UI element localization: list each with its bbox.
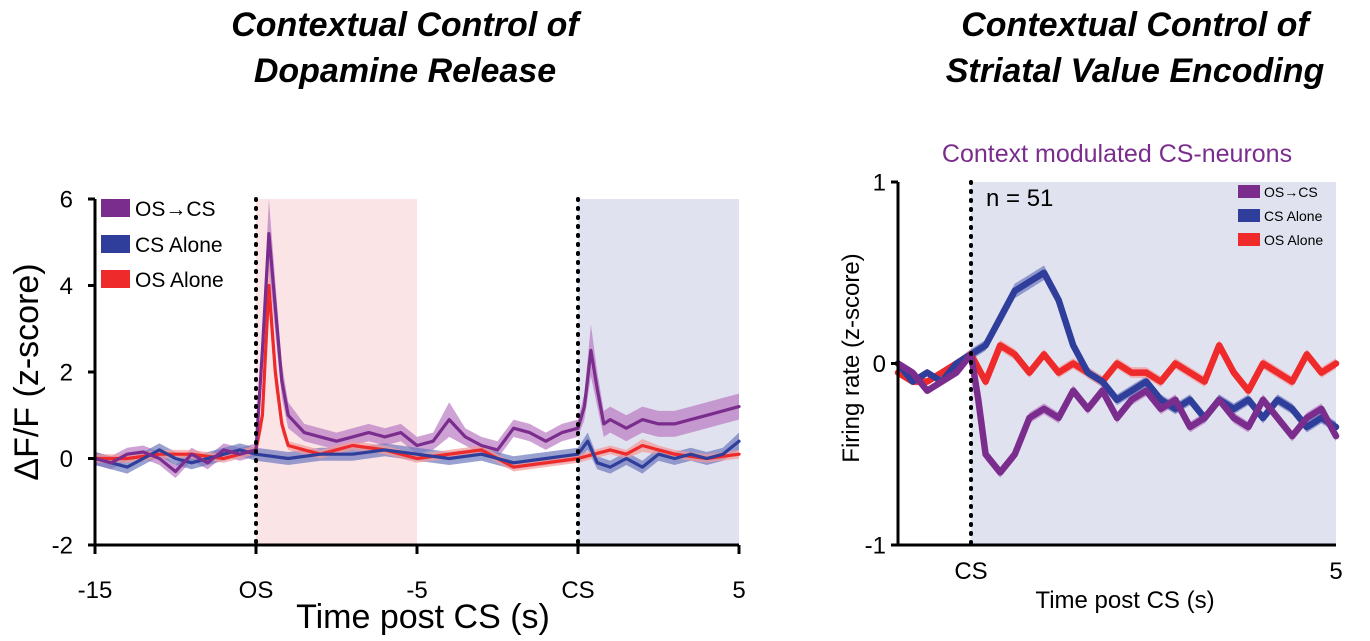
- left-y-ticks: 6 4 2 0 -2: [52, 186, 95, 559]
- right-chart: Contextual Control of Striatal Value Enc…: [838, 6, 1343, 614]
- left-y-tick-label: 6: [60, 186, 73, 213]
- right-legend-swatch-os-cs: [1238, 185, 1260, 198]
- right-line-os-cs: [894, 351, 1340, 476]
- left-shaded-region-1: [578, 199, 739, 545]
- left-x-tick-label: OS: [239, 577, 274, 604]
- right-title-line1: Contextual Control of: [961, 6, 1312, 44]
- right-shaded-region-0: [971, 182, 1336, 545]
- left-x-tick-label: 5: [732, 577, 745, 604]
- left-x-ticks: -15 OS -5 CS 5: [78, 545, 746, 604]
- right-x-tick-label: 5: [1329, 558, 1342, 585]
- left-y-axis-label: ΔF/F (z-score): [8, 263, 46, 480]
- left-y-tick-label: 2: [60, 359, 73, 386]
- left-x-tick-label: CS: [561, 577, 594, 604]
- left-series-lines: [93, 232, 741, 474]
- left-x-tick-label: -5: [406, 577, 427, 604]
- right-subtitle: Context modulated CS-neurons: [942, 140, 1292, 168]
- left-legend-label-os-cs: OS→CS: [135, 198, 216, 221]
- left-x-axis-label: Time post CS (s): [296, 598, 550, 636]
- left-shaded-regions: [256, 199, 739, 545]
- left-y-tick-label: -2: [52, 532, 73, 559]
- left-x-tick-label: -15: [78, 577, 113, 604]
- right-legend: OS→CS CS Alone OS Alone: [1238, 184, 1323, 248]
- left-legend-swatch-cs-alone: [101, 235, 130, 253]
- left-title-line2: Dopamine Release: [254, 52, 556, 90]
- left-y-tick-label: 4: [60, 273, 73, 300]
- right-title-line2: Striatal Value Encoding: [946, 52, 1325, 90]
- right-n-annotation: n = 51: [986, 185, 1053, 212]
- left-legend-label-cs-alone: CS Alone: [135, 234, 223, 257]
- right-legend-label-os-alone: OS Alone: [1264, 232, 1323, 248]
- left-legend-swatch-os-alone: [101, 270, 130, 288]
- right-x-ticks: CS 5: [954, 558, 1342, 585]
- left-chart: Contextual Control of Dopamine Release 6…: [8, 6, 746, 636]
- right-y-tick-label: 0: [873, 351, 886, 378]
- left-line-os-cs: [93, 232, 741, 474]
- right-shaded-regions: [971, 182, 1336, 545]
- right-legend-label-os-cs: OS→CS: [1264, 184, 1318, 200]
- left-legend: OS→CS CS Alone OS Alone: [101, 198, 224, 292]
- right-y-tick-label: -1: [865, 532, 886, 559]
- right-x-axis-label: Time post CS (s): [1035, 587, 1214, 614]
- right-y-ticks: 1 0 -1: [865, 169, 898, 559]
- right-legend-swatch-cs-alone: [1238, 209, 1260, 222]
- right-legend-swatch-os-alone: [1238, 233, 1260, 246]
- right-y-axis-label: Firing rate (z-score): [838, 253, 865, 462]
- left-title-line1: Contextual Control of: [231, 6, 582, 44]
- left-y-tick-label: 0: [60, 446, 73, 473]
- left-legend-label-os-alone: OS Alone: [135, 269, 224, 292]
- right-x-tick-label: CS: [954, 558, 987, 585]
- left-legend-swatch-os-cs: [101, 199, 130, 217]
- right-y-tick-label: 1: [873, 169, 886, 196]
- left-event-lines: [254, 197, 580, 547]
- right-legend-label-cs-alone: CS Alone: [1264, 208, 1323, 224]
